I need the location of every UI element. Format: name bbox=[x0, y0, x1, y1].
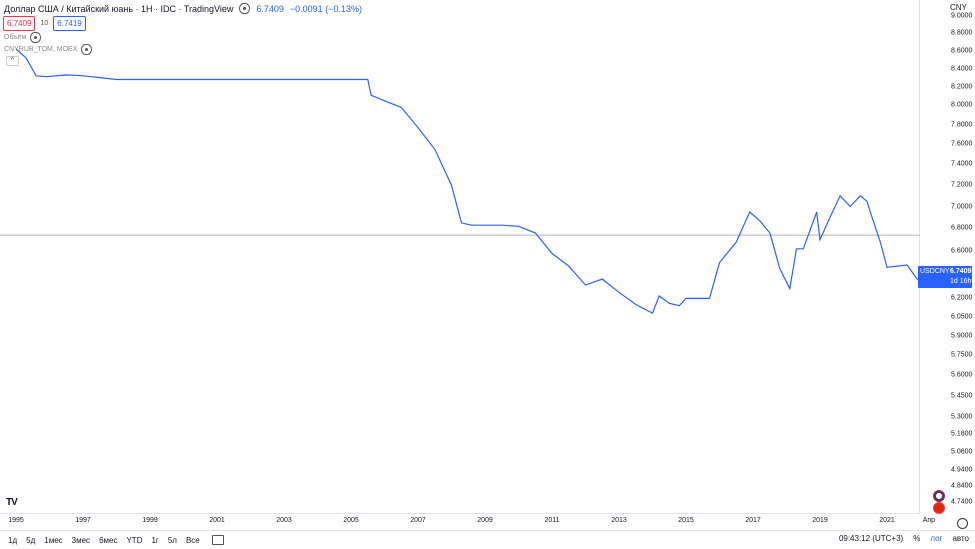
indicator-compare-label: CNYRUB_TOM, MOEX bbox=[4, 46, 78, 53]
y-tick-label: 7.2000 bbox=[951, 181, 973, 189]
spread-value: 10 bbox=[40, 20, 49, 27]
y-tick-label: 5.3000 bbox=[951, 413, 973, 421]
x-tick-label: 2015 bbox=[678, 517, 694, 524]
x-tick-label: 2017 bbox=[745, 517, 761, 524]
x-tick-label: 1999 bbox=[142, 517, 158, 524]
eye-hidden-icon[interactable] bbox=[81, 44, 93, 55]
period-selector: 1д 5д 1мес 3мес 6мес YTD 1г 5л Все bbox=[0, 536, 200, 545]
period-all[interactable]: Все bbox=[185, 535, 200, 545]
chart-pane[interactable] bbox=[0, 0, 920, 513]
y-tick-label: 7.4000 bbox=[951, 160, 973, 168]
x-tick-label: 2009 bbox=[477, 517, 493, 524]
eye-icon[interactable] bbox=[239, 3, 251, 14]
time-axis[interactable] bbox=[0, 513, 920, 528]
y-tick-label: 5.1800 bbox=[951, 430, 973, 438]
y-tick-label: 8.0000 bbox=[951, 101, 973, 109]
period-5d[interactable]: 5д bbox=[26, 535, 36, 545]
eye-hidden-icon[interactable] bbox=[30, 32, 42, 43]
legend-title-row: Доллар США / Китайский юань · 1Н · IDC ·… bbox=[4, 3, 362, 14]
y-tick-label: 7.0000 bbox=[951, 203, 973, 211]
quote-row: 6.7409 10 6.7419 bbox=[3, 16, 86, 31]
y-tick-label: 4.7400 bbox=[951, 498, 973, 506]
period-1m[interactable]: 1мес bbox=[44, 535, 63, 545]
currency-selector[interactable]: CNY bbox=[950, 3, 967, 12]
price-tag-countdown: 1d 16h bbox=[950, 278, 972, 285]
x-tick-label: 2005 bbox=[343, 517, 359, 524]
x-tick-label: 2011 bbox=[544, 517, 560, 524]
y-tick-label: 5.9000 bbox=[951, 332, 973, 340]
y-tick-label: 6.2000 bbox=[951, 294, 973, 302]
y-tick-label: 8.2000 bbox=[951, 83, 973, 91]
period-ytd[interactable]: YTD bbox=[126, 535, 143, 545]
x-tick-label: 2021 bbox=[879, 517, 895, 524]
x-tick-label: Апр bbox=[922, 517, 936, 524]
series-line-usdcny bbox=[15, 48, 920, 315]
log-toggle[interactable]: лог bbox=[930, 534, 943, 543]
x-tick-label: 2013 bbox=[611, 517, 627, 524]
clock-time[interactable]: 09:43:12 (UTC+3) bbox=[838, 534, 904, 543]
x-tick-label: 2003 bbox=[276, 517, 292, 524]
x-tick-label: 1995 bbox=[8, 517, 24, 524]
period-1d[interactable]: 1д bbox=[8, 535, 18, 545]
chart-legend: Доллар США / Китайский юань · 1Н · IDC ·… bbox=[0, 0, 920, 55]
y-tick-label: 5.0600 bbox=[951, 448, 973, 456]
x-tick-label: 2019 bbox=[812, 517, 828, 524]
percent-toggle[interactable]: % bbox=[913, 534, 921, 543]
bottom-right-controls: 09:43:12 (UTC+3) % лог авто bbox=[839, 534, 969, 543]
price-tag-value: 6.7409 bbox=[950, 268, 972, 275]
gear-icon[interactable] bbox=[957, 518, 968, 529]
period-6m[interactable]: 6мес bbox=[99, 535, 118, 545]
period-5y[interactable]: 5л bbox=[167, 535, 177, 545]
sell-button[interactable]: 6.7409 bbox=[3, 16, 36, 31]
x-tick-label: 2001 bbox=[209, 517, 225, 524]
auto-toggle[interactable]: авто bbox=[952, 534, 969, 543]
y-tick-label: 6.8000 bbox=[951, 224, 973, 232]
y-tick-label: 4.9400 bbox=[951, 466, 973, 474]
y-tick-label: 7.6000 bbox=[951, 140, 973, 148]
x-tick-label: 1997 bbox=[75, 517, 91, 524]
bottom-toolbar: 1д 5д 1мес 3мес 6мес YTD 1г 5л Все 09:43… bbox=[0, 530, 975, 549]
price-change: −0.0091 (−0.13%) bbox=[289, 3, 362, 14]
indicator-volume-label: Объём bbox=[4, 34, 27, 41]
x-tick-label: 2007 bbox=[410, 517, 426, 524]
cn-flag-icon bbox=[933, 502, 945, 514]
collapse-legend-button[interactable]: ^ bbox=[6, 56, 19, 66]
y-tick-label: 9.0000 bbox=[951, 12, 973, 20]
period-1y[interactable]: 1г bbox=[151, 535, 159, 545]
period-3m[interactable]: 3мес bbox=[71, 535, 91, 545]
price-chart[interactable] bbox=[0, 0, 920, 513]
y-tick-label: 5.6000 bbox=[951, 371, 973, 379]
y-tick-label: 8.6000 bbox=[951, 47, 973, 55]
indicator-compare[interactable]: CNYRUB_TOM, MOEX bbox=[4, 44, 93, 55]
y-tick-label: 4.8400 bbox=[951, 482, 973, 490]
us-flag-icon bbox=[933, 490, 945, 502]
symbol-title[interactable]: Доллар США / Китайский юань · 1Н · IDC ·… bbox=[4, 3, 234, 14]
y-tick-label: 6.0500 bbox=[951, 313, 973, 321]
y-tick-label: 5.4500 bbox=[951, 392, 973, 400]
y-tick-label: 8.4000 bbox=[951, 65, 973, 73]
buy-button[interactable]: 6.7419 bbox=[53, 16, 86, 31]
y-tick-label: 8.8000 bbox=[951, 29, 973, 37]
y-tick-label: 6.6000 bbox=[951, 247, 973, 255]
y-tick-label: 7.8000 bbox=[951, 121, 973, 129]
tradingview-logo[interactable]: TV bbox=[6, 497, 18, 508]
indicator-volume[interactable]: Объём bbox=[4, 32, 42, 43]
y-tick-label: 5.7500 bbox=[951, 351, 973, 359]
calendar-icon[interactable] bbox=[211, 535, 224, 545]
price-tag-symbol: USDCNY bbox=[920, 268, 950, 275]
price-tag: USDCNY 6.7409 1d 16h bbox=[918, 266, 972, 288]
last-price: 6.7409 bbox=[256, 3, 284, 14]
